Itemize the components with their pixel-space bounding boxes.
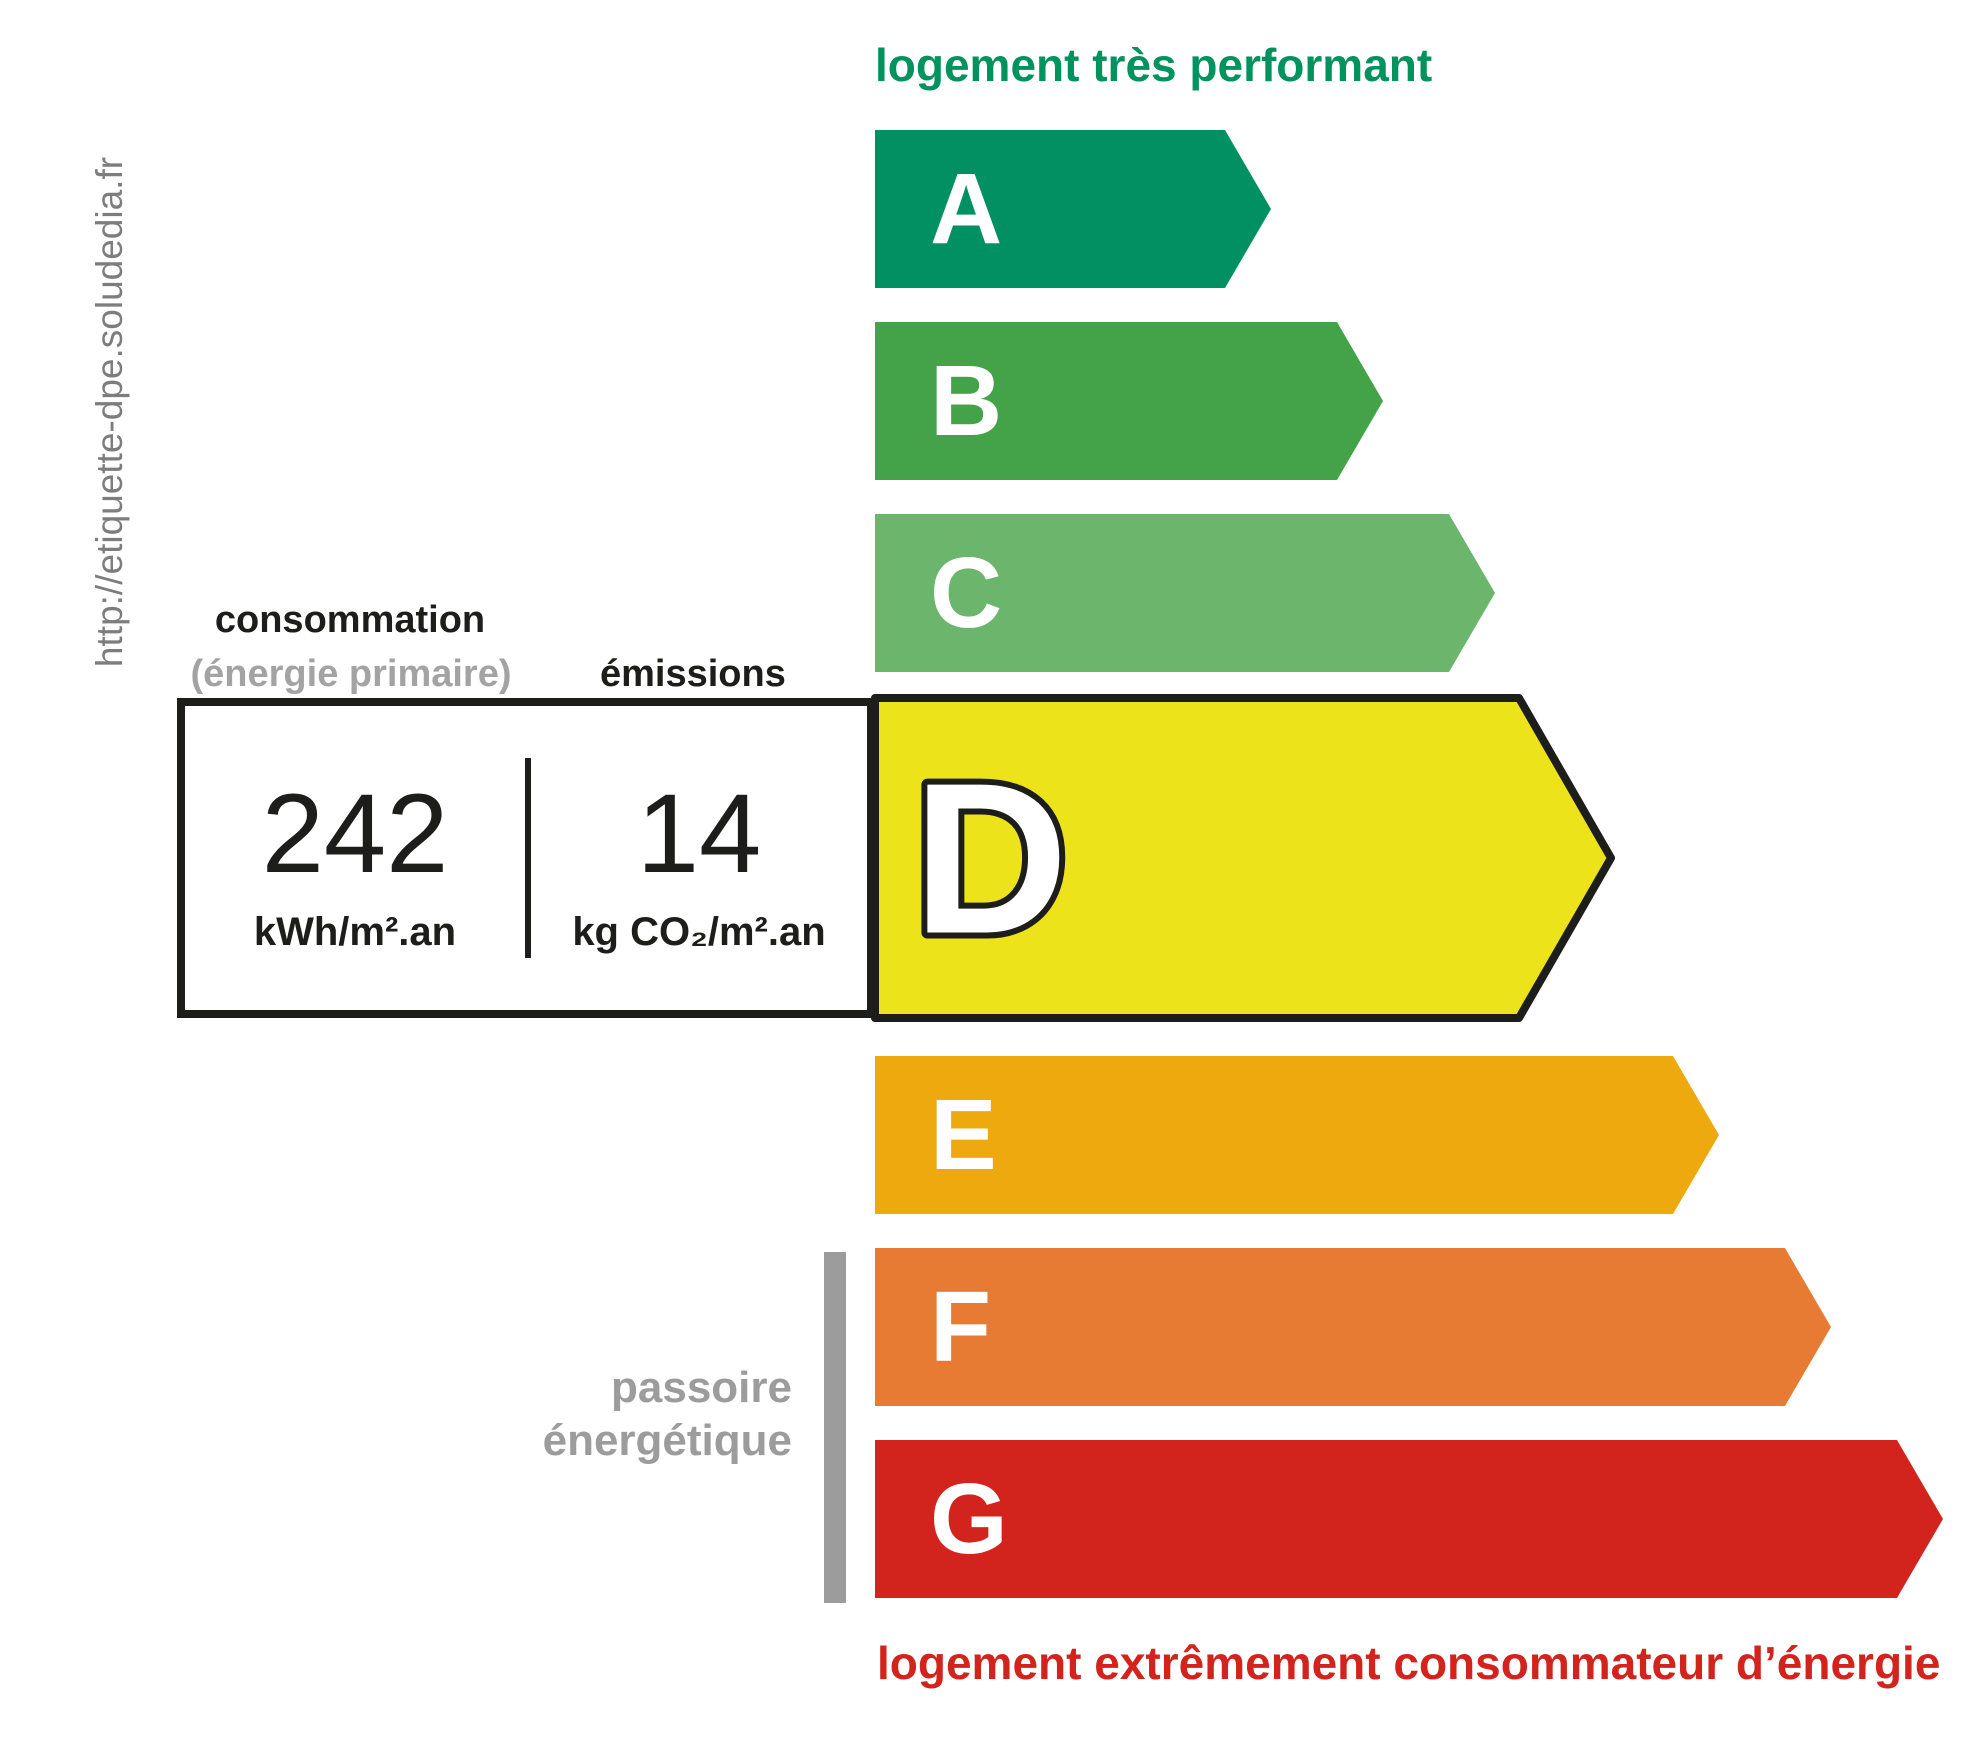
rating-letter-f: F <box>930 1271 992 1383</box>
rating-bar-e: E <box>875 1056 1719 1214</box>
passoire-note-line1: passoire <box>611 1363 792 1412</box>
rating-bar-d-selected: D <box>871 694 1615 1022</box>
values-box: 242 kWh/m².an 14 kg CO₂/m².an <box>177 698 875 1018</box>
rating-letter-g: G <box>930 1463 1008 1575</box>
rating-bar-b: B <box>875 322 1383 480</box>
watermark-url-text: http://etiquette-dpe.soludedia.fr <box>89 156 130 668</box>
rating-bar-d-shape <box>871 694 1615 1022</box>
consumption-title: consommation <box>214 599 486 641</box>
top-performance-caption: logement très performant <box>875 39 1433 91</box>
rating-letter-b: B <box>930 345 1003 457</box>
emissions-value: 14 <box>636 771 762 896</box>
rating-letter-e: E <box>930 1079 997 1191</box>
rating-bar-f: F <box>875 1248 1831 1406</box>
emissions-title: émissions <box>600 653 786 695</box>
consumption-cell: 242 kWh/m².an <box>185 706 525 1010</box>
consumption-unit: kWh/m².an <box>253 910 457 954</box>
consumption-subtitle: (énergie primaire) <box>190 653 512 695</box>
rating-letter-a: A <box>930 153 1003 265</box>
consumption-value: 242 <box>261 771 449 896</box>
bottom-performance-caption: logement extrêmement consommateur d’éner… <box>877 1637 1941 1689</box>
values-divider <box>525 758 531 958</box>
rating-bar-g: G <box>875 1440 1943 1598</box>
passoire-note: passoire énergétique <box>420 1362 792 1468</box>
rating-letter-c: C <box>930 537 1003 649</box>
rating-bar-a: A <box>875 130 1271 288</box>
emissions-unit: kg CO₂/m².an <box>572 910 826 954</box>
rating-bar-c: C <box>875 514 1495 672</box>
emissions-cell: 14 kg CO₂/m².an <box>531 706 867 1010</box>
passoire-note-line2: énergétique <box>542 1415 792 1465</box>
rating-letter-d: D <box>913 738 1068 979</box>
passoire-range-bar <box>824 1252 846 1603</box>
